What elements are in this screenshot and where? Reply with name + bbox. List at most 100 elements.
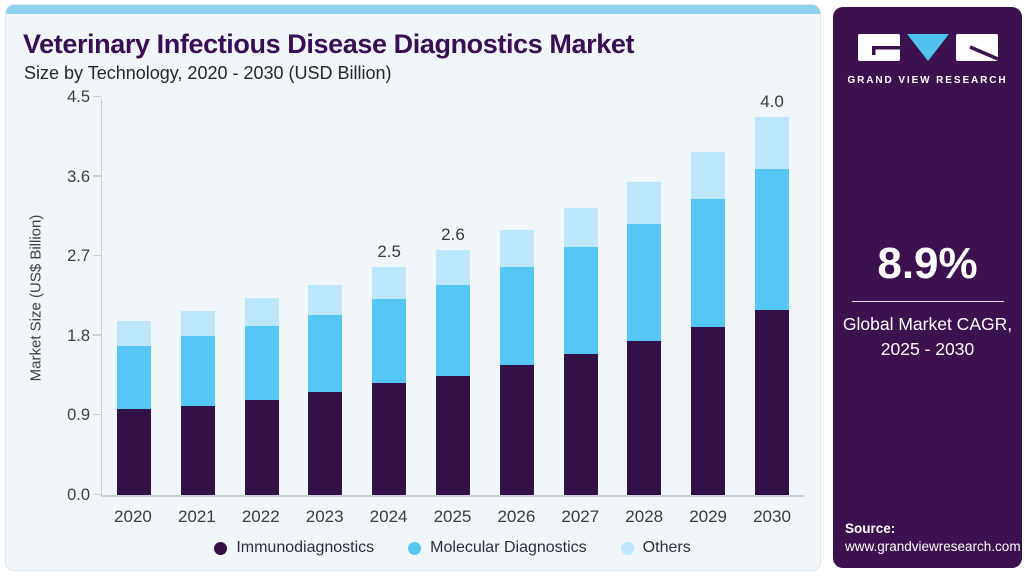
bar-segment-molecular-diagnostics bbox=[308, 314, 343, 393]
bar-stack-2029 bbox=[691, 151, 726, 495]
x-axis: 2020 2021 2022 2023 2024 2025 2026 2027 2028 2029… bbox=[101, 507, 804, 527]
gvr-logo-mark bbox=[857, 34, 999, 61]
bar-segment-others bbox=[180, 311, 215, 336]
bar-segment-others bbox=[499, 229, 534, 267]
gvr-logo: GRAND VIEW RESEARCH bbox=[833, 33, 1022, 86]
plot-area: 0.0 0.9 1.8 2.7 3.6 4.5 2.5 2.6 4.0 bbox=[67, 88, 804, 504]
bar-segment-others bbox=[308, 284, 343, 315]
legend-dot-molecular-diagnostics bbox=[408, 541, 422, 555]
y-tick-label: 0.9 bbox=[67, 406, 90, 425]
bar-stack-2027 bbox=[563, 207, 598, 495]
cagr-block: 8.9% Global Market CAGR, 2025 - 2030 bbox=[833, 239, 1022, 362]
bar-segment-molecular-diagnostics bbox=[116, 345, 151, 410]
bar-segment-others bbox=[435, 250, 470, 285]
legend: Immunodiagnostics Molecular Diagnostics Ot… bbox=[101, 539, 804, 557]
bar-stack-2030 bbox=[755, 117, 790, 495]
bar-segment-immunodiagnostics bbox=[563, 354, 598, 495]
bar-2026 bbox=[485, 99, 549, 495]
y-tick-mark bbox=[93, 334, 101, 336]
x-axis-label-2025: 2025 bbox=[433, 507, 472, 526]
page-title: Veterinary Infectious Disease Diagnostic… bbox=[23, 29, 635, 59]
brand-name: GRAND VIEW RESEARCH bbox=[847, 75, 1008, 86]
bar-2030: 4.0 bbox=[740, 92, 804, 495]
card-accent-strip bbox=[6, 5, 820, 14]
y-tick-label: 4.5 bbox=[67, 88, 90, 106]
x-axis-label-2027: 2027 bbox=[561, 507, 600, 526]
source-block: Source: www.grandviewresearch.com bbox=[845, 521, 1021, 554]
x-axis-label-2028: 2028 bbox=[625, 507, 664, 526]
source-url: www.grandviewresearch.com bbox=[845, 539, 1021, 554]
legend-dot-others bbox=[620, 541, 634, 555]
x-axis-label-2022: 2022 bbox=[241, 507, 280, 526]
legend-dot-immunodiagnostics bbox=[214, 541, 228, 555]
cagr-value: 8.9% bbox=[877, 239, 978, 288]
bar-stack-2022 bbox=[244, 297, 279, 495]
source-label: Source: bbox=[845, 521, 896, 536]
bar-segment-others bbox=[627, 181, 662, 225]
cagr-divider bbox=[851, 301, 1004, 302]
y-tick-mark bbox=[93, 254, 101, 257]
bar-segment-immunodiagnostics bbox=[372, 382, 407, 495]
bar-segment-molecular-diagnostics bbox=[627, 224, 662, 342]
bar-2024: 2.5 bbox=[357, 99, 421, 495]
bar-segment-immunodiagnostics bbox=[180, 405, 215, 495]
bar-stack-2023 bbox=[308, 284, 343, 495]
bar-segment-molecular-diagnostics bbox=[691, 198, 726, 327]
bar-segment-immunodiagnostics bbox=[244, 399, 279, 495]
cagr-label-line2: 2025 - 2030 bbox=[880, 338, 975, 359]
legend-item-molecular-diagnostics: Molecular Diagnostics bbox=[408, 539, 587, 557]
bar-stack-2024 bbox=[372, 266, 407, 495]
y-tick-label: 2.7 bbox=[67, 247, 90, 266]
bar-segment-molecular-diagnostics bbox=[563, 247, 598, 355]
bar-segment-others bbox=[244, 297, 279, 327]
bar-segment-molecular-diagnostics bbox=[180, 335, 215, 406]
bar-segment-molecular-diagnostics bbox=[499, 266, 534, 365]
bar-value-label-2030: 4.0 bbox=[760, 92, 784, 112]
page-subtitle: Size by Technology, 2020 - 2030 (USD Bil… bbox=[24, 63, 392, 83]
chart-card: Veterinary Infectious Disease Diagnostic… bbox=[5, 4, 821, 571]
x-axis-label-2026: 2026 bbox=[497, 507, 536, 526]
bar-stack-2028 bbox=[627, 181, 662, 495]
legend-label-molecular-diagnostics: Molecular Diagnostics bbox=[430, 539, 587, 556]
bar-2020 bbox=[102, 99, 166, 495]
bar-segment-molecular-diagnostics bbox=[244, 326, 279, 400]
bar-segment-others bbox=[116, 320, 151, 346]
y-tick-label: 1.8 bbox=[67, 326, 90, 345]
legend-label-others: Others bbox=[642, 539, 691, 556]
bar-2025: 2.6 bbox=[421, 99, 485, 495]
brand-sidebar: GRAND VIEW RESEARCH 8.9% Global Market C… bbox=[833, 7, 1022, 568]
y-tick-mark bbox=[93, 175, 101, 177]
bar-stack-2021 bbox=[180, 311, 215, 495]
bar-segment-others bbox=[563, 207, 598, 248]
cagr-label-line1: Global Market CAGR, bbox=[842, 314, 1013, 334]
x-axis-label-2021: 2021 bbox=[177, 507, 216, 526]
x-axis-label-2020: 2020 bbox=[114, 507, 152, 526]
y-tick-mark bbox=[93, 413, 101, 416]
bar-segment-immunodiagnostics bbox=[627, 341, 662, 495]
bar-2023 bbox=[293, 99, 357, 495]
legend-label-immunodiagnostics: Immunodiagnostics bbox=[236, 539, 375, 556]
bar-series: 2.5 2.6 4.0 bbox=[102, 92, 804, 495]
bar-segment-molecular-diagnostics bbox=[435, 284, 470, 376]
x-axis-label-2030: 2030 bbox=[753, 507, 791, 526]
bar-segment-immunodiagnostics bbox=[116, 409, 151, 495]
bar-segment-others bbox=[691, 151, 726, 199]
bar-2027 bbox=[549, 99, 613, 495]
bar-stack-2026 bbox=[499, 229, 534, 495]
bar-stack-2020 bbox=[116, 320, 151, 495]
bar-segment-immunodiagnostics bbox=[755, 310, 790, 495]
bar-segment-immunodiagnostics bbox=[691, 327, 726, 495]
x-axis-label-2029: 2029 bbox=[689, 507, 728, 526]
bar-2028 bbox=[613, 99, 677, 495]
bar-segment-others bbox=[755, 117, 790, 169]
bar-2029 bbox=[676, 99, 740, 495]
bar-value-label-2025: 2.6 bbox=[441, 225, 465, 245]
y-axis-title: Market Size (US$ Billion) bbox=[27, 214, 45, 382]
bar-segment-molecular-diagnostics bbox=[755, 168, 790, 311]
bar-segment-immunodiagnostics bbox=[435, 375, 470, 495]
bar-segment-molecular-diagnostics bbox=[372, 298, 407, 383]
bar-segment-immunodiagnostics bbox=[499, 365, 534, 495]
y-tick-mark bbox=[93, 493, 101, 495]
x-axis-label-2023: 2023 bbox=[305, 507, 344, 526]
